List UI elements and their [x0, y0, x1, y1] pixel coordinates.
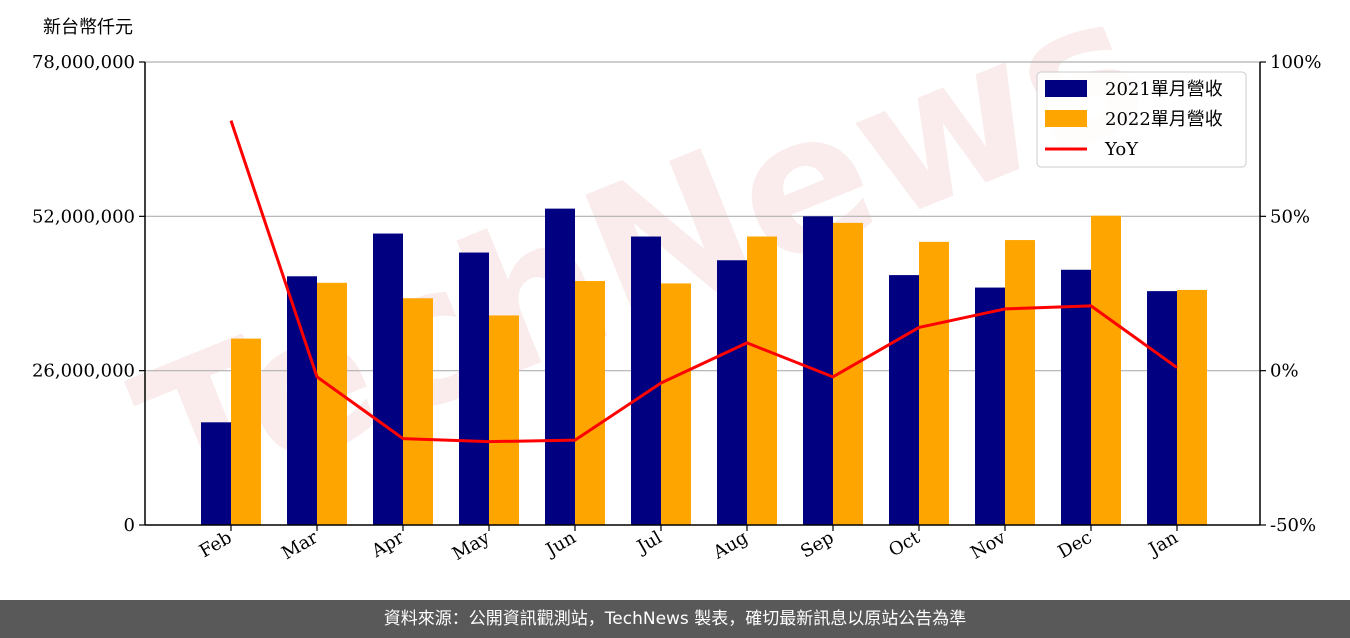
bar-2022-oct — [919, 241, 949, 525]
y-tick-label: 0 — [124, 515, 135, 536]
bar-2022-may — [489, 315, 519, 525]
x-tick-label: Nov — [967, 527, 1010, 564]
x-tick-label: Dec — [1055, 527, 1096, 563]
legend-swatch-1 — [1045, 110, 1087, 127]
yoy-line-layer — [229, 120, 1178, 444]
x-tick-label: Oct — [885, 527, 924, 562]
bar-2022-mar — [317, 282, 347, 525]
y2-tick-label: -50% — [1270, 515, 1316, 536]
bar-2021-oct — [889, 275, 919, 525]
x-tick-label: Jun — [541, 527, 580, 562]
x-tick-label: May — [449, 527, 494, 565]
bar-2022-jun — [575, 281, 605, 525]
bar-2022-dec — [1091, 215, 1121, 525]
source-footer-text: 資料來源：公開資訊觀測站，TechNews 製表，確切最新訊息以原站公告為準 — [383, 609, 967, 629]
legend-label-2: YoY — [1104, 139, 1139, 160]
x-tick-label: Jan — [1144, 527, 1182, 561]
bar-2021-may — [459, 252, 489, 526]
bar-2022-jan — [1177, 289, 1207, 525]
legend: 2021單月營收 2022單月營收 YoY — [1036, 71, 1247, 168]
x-tick-label: Aug — [709, 527, 752, 564]
bars — [201, 208, 1207, 526]
bar-2021-aug — [717, 260, 747, 525]
source-footer: 資料來源：公開資訊觀測站，TechNews 製表，確切最新訊息以原站公告為準 — [0, 600, 1350, 638]
y2-tick-label: 0% — [1270, 361, 1299, 382]
legend-box — [1036, 71, 1247, 168]
bar-2021-jun — [545, 208, 575, 525]
bar-2022-jul — [661, 283, 691, 525]
x-tick-label: Mar — [278, 527, 322, 564]
y-axis-unit-label: 新台幣仟元 — [43, 17, 133, 38]
y2-tick-label: 100% — [1270, 52, 1321, 73]
x-tick-label: Jul — [632, 527, 666, 559]
bar-2022-nov — [1005, 240, 1035, 526]
y2-tick-label: 50% — [1270, 206, 1310, 227]
bar-2021-nov — [975, 287, 1005, 525]
y-tick-label: 78,000,000 — [32, 52, 135, 73]
revenue-chart: TechNews 026,000,00052,000,00078,000,000… — [32, 0, 1322, 565]
bar-2022-feb — [231, 338, 261, 525]
bar-2021-jan — [1147, 291, 1177, 525]
bar-2021-mar — [287, 276, 317, 525]
bar-2022-aug — [747, 236, 777, 525]
x-tick-label: Apr — [367, 527, 407, 562]
legend-label-0: 2021單月營收 — [1105, 79, 1223, 100]
bar-2021-apr — [373, 233, 403, 526]
legend-label-1: 2022單月營收 — [1105, 109, 1223, 130]
y-tick-label: 26,000,000 — [32, 361, 135, 382]
bar-2022-apr — [403, 298, 433, 525]
y-tick-label: 52,000,000 — [32, 206, 135, 227]
bar-2021-feb — [201, 422, 231, 525]
bar-2021-dec — [1061, 269, 1091, 525]
bar-2021-jul — [631, 236, 661, 525]
x-tick-label: Sep — [797, 527, 837, 562]
yoy-line — [229, 120, 1178, 444]
legend-swatch-0 — [1045, 80, 1087, 97]
